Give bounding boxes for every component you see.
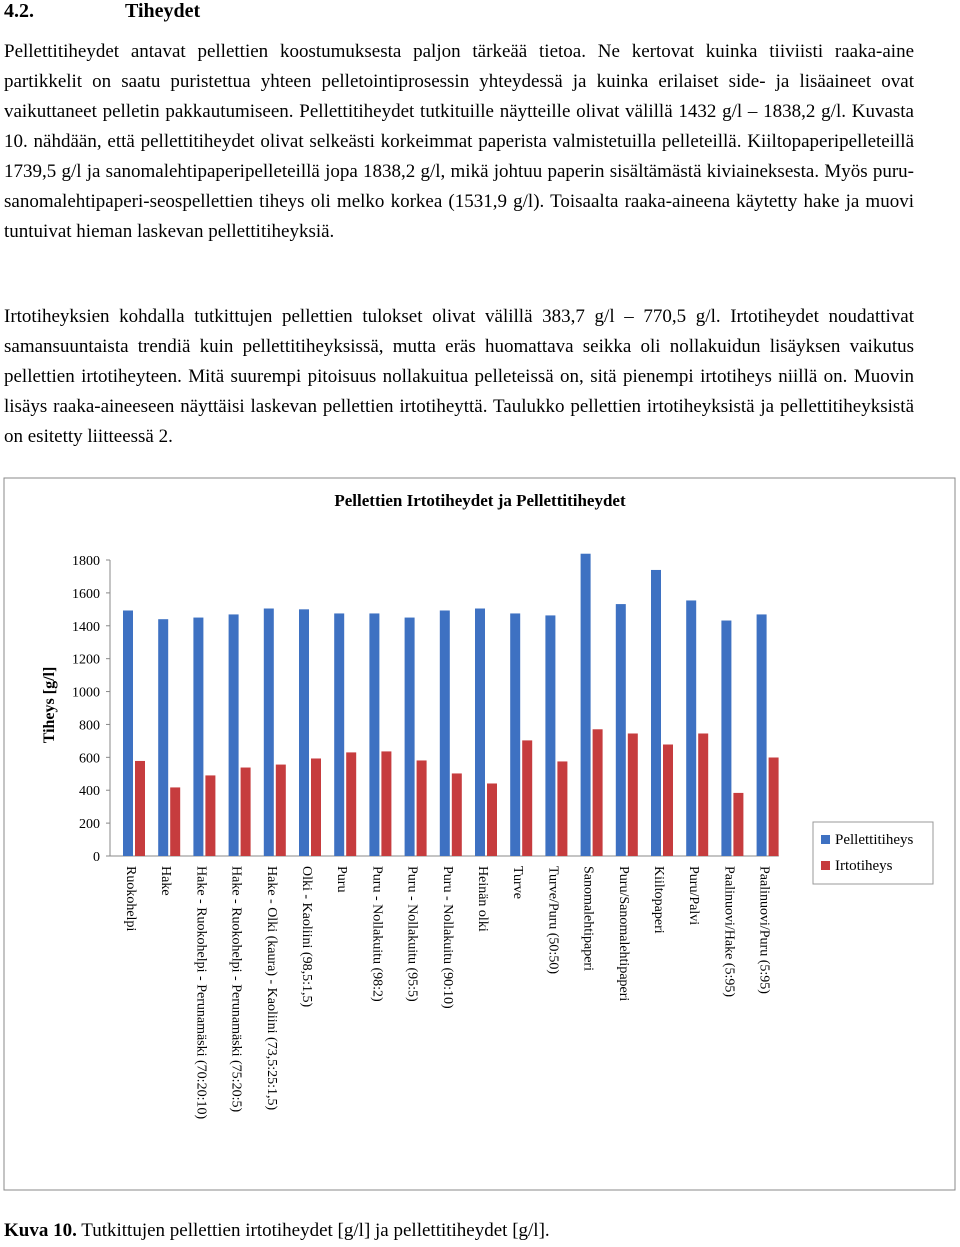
bar [334, 613, 345, 856]
x-tick-label: Heinän olki [475, 866, 490, 932]
x-tick-label: Kiiltopaperi [651, 866, 666, 934]
bar [439, 610, 450, 856]
x-tick-label: Hake - Ruokohelpi - Perunamäski (70:20:1… [193, 866, 208, 1119]
bar [475, 608, 485, 856]
y-tick-label: 1800 [72, 554, 100, 569]
paragraph: Pellettitiheydet antavat pellettien koos… [4, 41, 914, 242]
bar [263, 608, 274, 856]
caption-label: Kuva 10. [4, 1220, 77, 1241]
legend-label: Irtotiheys [835, 858, 893, 874]
y-tick-label: 800 [79, 718, 100, 733]
x-tick-label: Sanomalehtipaperi [581, 866, 596, 971]
bar [557, 761, 568, 856]
bar [369, 613, 380, 856]
bar [240, 767, 251, 856]
bar [299, 609, 309, 856]
y-tick-label: 400 [79, 784, 100, 799]
x-tick-label: Puru - Nollakuitu (95:5) [405, 866, 420, 1002]
x-tick-label: Puru/Palvi [686, 866, 701, 925]
bar [451, 773, 462, 856]
bar [158, 619, 169, 856]
caption: Kuva 10. Tutkittujen pellettien irtotihe… [4, 1220, 550, 1242]
bar [416, 760, 427, 856]
bar [123, 610, 133, 856]
bar [580, 553, 591, 856]
x-tick-label: Turve [510, 866, 525, 899]
x-tick-label: Hake - Olki (kaura) - Kaoliini (73,5:25:… [264, 866, 279, 1110]
chart: Pellettien Irtotiheydet ja Pellettitihey… [3, 477, 956, 1191]
bar [381, 751, 392, 856]
bar [627, 733, 638, 856]
bar [768, 757, 779, 856]
x-tick-label: Hake [158, 866, 173, 896]
bar [592, 729, 603, 856]
bar [346, 752, 357, 856]
x-tick-label: Paalinuovi/Hake (5:95) [721, 866, 736, 997]
bar [275, 764, 286, 856]
y-axis-label: Tiheys [g/l] [41, 667, 58, 744]
bar [663, 744, 673, 856]
caption-text: Tutkittujen pellettien irtotiheydet [g/l… [76, 1220, 550, 1241]
bar [651, 569, 661, 856]
y-tick-label: 1600 [72, 587, 100, 602]
bar [311, 758, 321, 856]
y-tick-label: 0 [93, 850, 100, 865]
bar [615, 604, 626, 856]
bar [170, 787, 181, 856]
legend-swatch [821, 861, 830, 870]
y-tick-label: 600 [79, 751, 100, 766]
x-tick-label: Puru - Nollakuitu (90:10) [440, 866, 455, 1009]
y-tick-label: 200 [79, 817, 100, 832]
legend-swatch [821, 835, 830, 844]
x-tick-label: Puru/Sanomalehtipaperi [616, 866, 631, 1001]
x-tick-label: Ruokohelpi [123, 866, 138, 931]
bar [193, 617, 204, 856]
legend-box [812, 821, 934, 885]
y-tick-label: 1400 [72, 620, 100, 635]
bar [205, 775, 216, 856]
bar [228, 614, 239, 856]
legend-label: Pellettitiheys [835, 832, 913, 848]
x-tick-label: Olki - Kaoliini (98,5:1,5) [299, 866, 314, 1007]
paragraph: Irtotiheyksien kohdalla tutkittujen pell… [4, 306, 914, 447]
y-tick-label: 1000 [72, 686, 100, 701]
y-tick-label: 1200 [72, 653, 100, 668]
bar [135, 760, 145, 856]
bar [545, 615, 556, 856]
bar [733, 792, 744, 856]
section-number: 4.2. [4, 0, 34, 22]
x-tick-label: Hake - Ruokohelpi - Perunamäski (75:20:5… [229, 866, 244, 1112]
x-tick-label: Puru - Nollakuitu (98:2) [369, 866, 384, 1002]
bar [686, 600, 697, 856]
bar [522, 740, 533, 856]
chart-title: Pellettien Irtotiheydet ja Pellettitihey… [334, 491, 626, 510]
x-tick-label: Turve/Puru (50:50) [545, 866, 560, 974]
section-title: Tiheydet [125, 0, 201, 22]
bar [487, 783, 497, 856]
x-tick-label: Puru [334, 866, 349, 892]
bar [698, 733, 709, 856]
x-tick-label: Paalinuovi/Puru (5:95) [757, 866, 772, 994]
bar [404, 617, 415, 856]
bar [756, 614, 767, 856]
bar [721, 620, 732, 856]
bar [510, 613, 521, 856]
